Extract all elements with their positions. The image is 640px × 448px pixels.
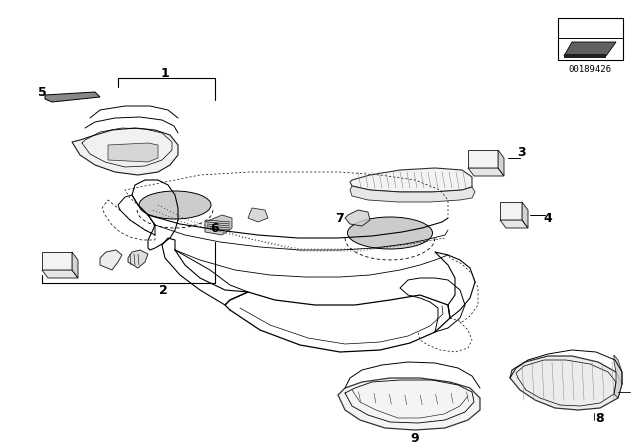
Polygon shape bbox=[72, 128, 178, 175]
Text: 7: 7 bbox=[335, 211, 344, 224]
Polygon shape bbox=[248, 208, 268, 222]
Text: 6: 6 bbox=[211, 221, 220, 234]
Polygon shape bbox=[45, 92, 100, 102]
Polygon shape bbox=[338, 378, 480, 430]
Polygon shape bbox=[468, 150, 498, 168]
Polygon shape bbox=[350, 186, 475, 202]
Polygon shape bbox=[500, 220, 528, 228]
Polygon shape bbox=[522, 202, 528, 228]
Polygon shape bbox=[614, 355, 622, 398]
Text: 1: 1 bbox=[161, 66, 170, 79]
Polygon shape bbox=[42, 270, 78, 278]
Text: 5: 5 bbox=[38, 86, 46, 99]
Polygon shape bbox=[500, 202, 522, 220]
Bar bbox=[558, 18, 623, 60]
Polygon shape bbox=[468, 168, 504, 176]
Polygon shape bbox=[128, 250, 148, 268]
Polygon shape bbox=[100, 250, 122, 270]
Polygon shape bbox=[72, 252, 78, 278]
Ellipse shape bbox=[348, 217, 433, 249]
Text: 3: 3 bbox=[518, 146, 526, 159]
Polygon shape bbox=[42, 252, 72, 270]
Text: 00189426: 00189426 bbox=[568, 65, 611, 74]
Ellipse shape bbox=[139, 191, 211, 219]
Polygon shape bbox=[564, 42, 616, 56]
Polygon shape bbox=[350, 168, 472, 192]
Text: 8: 8 bbox=[596, 412, 604, 425]
Polygon shape bbox=[205, 215, 232, 235]
Bar bbox=[564, 54, 606, 58]
Polygon shape bbox=[345, 210, 370, 226]
Polygon shape bbox=[510, 356, 622, 410]
Text: 9: 9 bbox=[411, 431, 419, 444]
Polygon shape bbox=[498, 150, 504, 176]
Polygon shape bbox=[108, 143, 158, 162]
Text: 2: 2 bbox=[159, 284, 168, 297]
Text: 4: 4 bbox=[543, 211, 552, 224]
